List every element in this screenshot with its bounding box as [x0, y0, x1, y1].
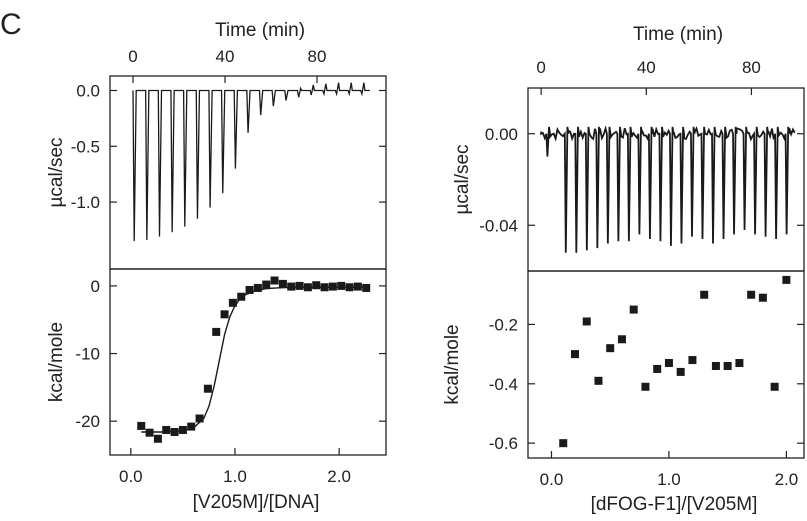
left-binding-frame — [109, 268, 387, 456]
left-binding-point — [237, 292, 246, 301]
left-raw-top-xtick-label: 80 — [308, 47, 327, 66]
right-binding-point — [629, 305, 638, 314]
left-raw-trace — [132, 82, 370, 242]
left-binding-point — [170, 428, 179, 437]
right-binding-point — [735, 359, 744, 368]
left-binding-point — [153, 434, 162, 443]
right-binding-xlabel: [dFOG-F1]/[V205M] — [591, 494, 758, 515]
left-binding-ytick-label: -10 — [75, 345, 100, 364]
left-binding-point — [203, 384, 212, 393]
right-binding-point — [747, 290, 756, 299]
left-binding-xtick-label: 1.0 — [223, 467, 247, 486]
left-raw-top-xtick-label: 40 — [216, 47, 235, 66]
left-raw-frame — [109, 75, 387, 270]
left-binding-ytick-label: 0 — [91, 277, 100, 296]
right-binding-xtick-label: 0.0 — [540, 470, 564, 489]
right-raw-top-xtick-label: 40 — [637, 58, 656, 77]
right-binding-point — [653, 364, 662, 373]
left-binding-point — [337, 281, 346, 290]
right-raw-top-xtick-label: 0 — [536, 58, 545, 77]
right-binding-ytick-label: -0.2 — [489, 315, 518, 334]
left-raw-top-xlabel: Time (min) — [215, 20, 305, 41]
left-binding-point — [245, 285, 254, 294]
right-binding-point — [641, 382, 650, 391]
left-raw-ytick-label: 0.0 — [76, 82, 100, 101]
right-binding-point — [782, 275, 791, 284]
left-binding-point — [287, 282, 296, 291]
left-binding-xtick-label: 0.0 — [119, 467, 143, 486]
right-binding-point — [700, 290, 709, 299]
left-binding-point — [187, 422, 196, 431]
right-raw-ytick-label: 0.00 — [485, 125, 518, 144]
left-binding-point — [345, 283, 354, 292]
left-raw-ytick-label: -0.5 — [71, 137, 100, 156]
right-raw-top-xlabel: Time (min) — [633, 24, 723, 45]
right-binding-xtick-label: 2.0 — [775, 470, 799, 489]
right-raw-ylabel: µcal/sec — [452, 144, 473, 214]
left-binding-point — [195, 414, 204, 423]
right-raw-ytick-label: -0.04 — [479, 216, 518, 235]
panel-label: C — [0, 8, 22, 41]
left-binding-point — [278, 279, 287, 288]
left-binding-point — [145, 428, 154, 437]
left-binding-point — [162, 425, 171, 434]
right-raw-trace — [540, 125, 796, 253]
right-raw-top-xtick-label: 80 — [742, 58, 761, 77]
left-binding-point — [270, 276, 279, 285]
right-binding-point — [617, 335, 626, 344]
left-binding-xlabel: [V205M]/[DNA] — [193, 492, 320, 513]
left-binding-point — [212, 327, 221, 336]
left-raw-ytick-label: -1.0 — [71, 193, 100, 212]
left-binding-point — [303, 283, 312, 292]
left-binding-xtick-label: 2.0 — [327, 467, 351, 486]
left-binding-point — [295, 281, 304, 290]
right-binding-point — [723, 361, 732, 370]
left-binding-fit-line — [141, 286, 367, 433]
right-binding-point — [606, 344, 615, 353]
left-binding-point — [220, 310, 229, 319]
left-raw-ylabel: µcal/sec — [46, 137, 67, 207]
left-raw-top-xtick-label: 0 — [128, 47, 137, 66]
right-binding-xtick-label: 1.0 — [657, 470, 681, 489]
left-binding-point — [228, 298, 237, 307]
right-binding-point — [570, 350, 579, 359]
right-binding-ytick-label: -0.6 — [489, 434, 518, 453]
right-raw-frame — [527, 87, 805, 272]
right-binding-point — [664, 359, 673, 368]
left-binding-point — [312, 281, 321, 290]
left-binding-ylabel: kcal/mole — [46, 322, 67, 402]
right-binding-point — [676, 367, 685, 376]
left-binding-point — [178, 425, 187, 434]
right-binding-point — [711, 361, 720, 370]
right-binding-point — [559, 439, 568, 448]
right-binding-point — [688, 356, 697, 365]
left-binding-ytick-label: -20 — [75, 412, 100, 431]
right-binding-point — [582, 317, 591, 326]
left-binding-point — [320, 283, 329, 292]
right-binding-ylabel: kcal/mole — [442, 324, 463, 404]
left-binding-point — [253, 283, 262, 292]
right-binding-frame — [527, 270, 805, 459]
left-binding-point — [262, 280, 271, 289]
right-binding-point — [770, 382, 779, 391]
left-binding-point — [353, 282, 362, 291]
left-binding-point — [328, 282, 337, 291]
right-binding-point — [594, 376, 603, 385]
right-binding-point — [758, 293, 767, 302]
right-binding-ytick-label: -0.4 — [489, 375, 518, 394]
left-binding-point — [137, 421, 146, 430]
left-binding-point — [362, 283, 371, 292]
